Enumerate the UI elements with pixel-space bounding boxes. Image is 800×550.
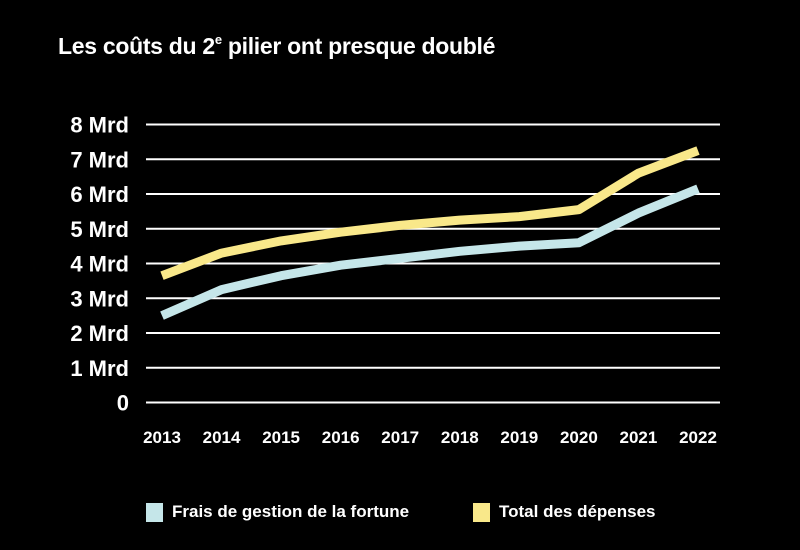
y-tick-label-5: 5 Mrd [70, 217, 129, 242]
chart-title: Les coûts du 2e pilier ont presque doubl… [58, 32, 496, 60]
legend-label-series-1: Frais de gestion de la fortune [172, 502, 410, 521]
legend-item-series-2: Total des dépenses [473, 500, 656, 524]
x-tick-label-2022: 2022 [679, 428, 717, 447]
legend-swatch-series-1 [146, 502, 163, 522]
legend-label-series-2: Total des dépenses [499, 502, 656, 521]
series-line-2 [160, 146, 700, 280]
y-tick-label-3: 3 Mrd [70, 286, 129, 311]
y-tick-label-4: 4 Mrd [70, 252, 129, 277]
x-tick-label-2021: 2021 [620, 428, 658, 447]
series-line-1 [160, 184, 700, 320]
legend-swatch-series-2 [473, 502, 490, 522]
y-tick-label-7: 7 Mrd [70, 147, 129, 172]
y-tick-label-6: 6 Mrd [70, 182, 129, 207]
x-tick-label-2019: 2019 [500, 428, 538, 447]
x-tick-label-2015: 2015 [262, 428, 300, 447]
x-tick-label-2014: 2014 [203, 428, 241, 447]
x-tick-label-2020: 2020 [560, 428, 598, 447]
title-superscript: e [214, 32, 222, 48]
legend-item-series-1: Frais de gestion de la fortune [146, 500, 409, 524]
y-tick-label-1: 1 Mrd [70, 356, 129, 381]
x-tick-label-2013: 2013 [143, 428, 181, 447]
y-tick-label-8: 8 Mrd [70, 113, 129, 138]
x-tick-label-2017: 2017 [381, 428, 419, 447]
x-tick-label-2016: 2016 [322, 428, 360, 447]
title-rest: pilier ont presque doublé [221, 33, 496, 59]
title-main: Les coûts du 2 [58, 33, 215, 59]
y-tick-label-2: 2 Mrd [70, 321, 129, 346]
y-tick-label-0: 0 [117, 391, 129, 416]
x-tick-label-2018: 2018 [441, 428, 479, 447]
